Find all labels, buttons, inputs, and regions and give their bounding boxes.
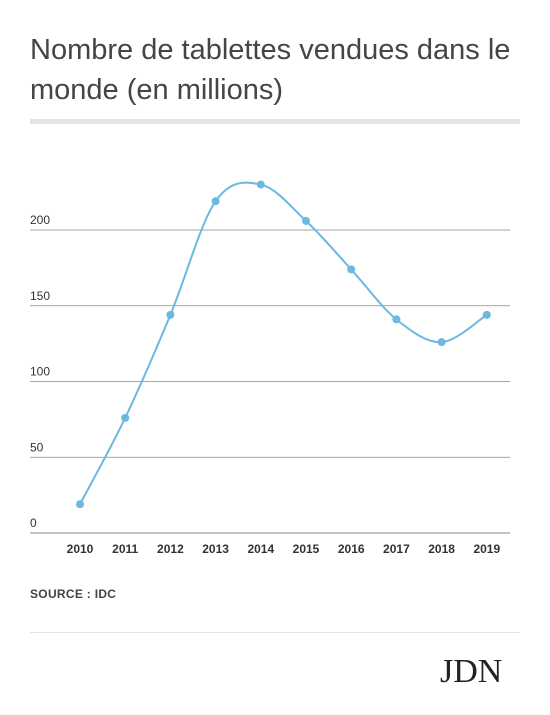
y-axis-ticks: 0 50 100 150 200	[30, 213, 50, 530]
x-tick-label: 2011	[112, 542, 138, 556]
x-tick-label: 2012	[157, 542, 184, 556]
y-tick-label: 100	[30, 365, 50, 379]
data-point-2015	[302, 216, 310, 225]
data-point-2013	[211, 197, 220, 206]
data-point-2010	[76, 500, 84, 509]
x-tick-label: 2017	[383, 542, 410, 556]
data-point-2014	[256, 180, 265, 189]
data-point-2012	[166, 310, 175, 319]
y-tick-label: 0	[30, 516, 37, 530]
data-points	[76, 180, 491, 509]
x-tick-label: 2019	[473, 542, 500, 556]
y-tick-label: 200	[30, 213, 50, 227]
data-point-2018	[437, 338, 446, 347]
grid-layer	[30, 229, 510, 534]
chart-title: Nombre de tablettes vendues dans le mond…	[30, 34, 511, 106]
jdn-logo: JDN	[440, 653, 503, 690]
title-divider	[30, 119, 520, 124]
x-tick-label: 2016	[338, 542, 365, 556]
x-axis-ticks: 2010 2011 2012 2013 2014 2015 2016 2017 2018 2019	[67, 542, 501, 556]
x-tick-label: 2014	[247, 542, 274, 556]
data-point-2011	[121, 413, 130, 422]
source-note: SOURCE : IDC	[30, 587, 117, 601]
y-tick-label: 50	[30, 440, 44, 454]
footer-divider	[30, 632, 520, 633]
data-point-2016	[347, 265, 356, 274]
data-point-2019	[482, 310, 491, 319]
x-tick-label: 2018	[428, 542, 455, 556]
series-line	[79, 181, 488, 505]
x-tick-label: 2015	[293, 542, 320, 556]
x-tick-label: 2010	[67, 542, 94, 556]
data-point-2017	[392, 315, 401, 324]
y-tick-label: 150	[30, 289, 50, 303]
x-tick-label: 2013	[202, 542, 229, 556]
